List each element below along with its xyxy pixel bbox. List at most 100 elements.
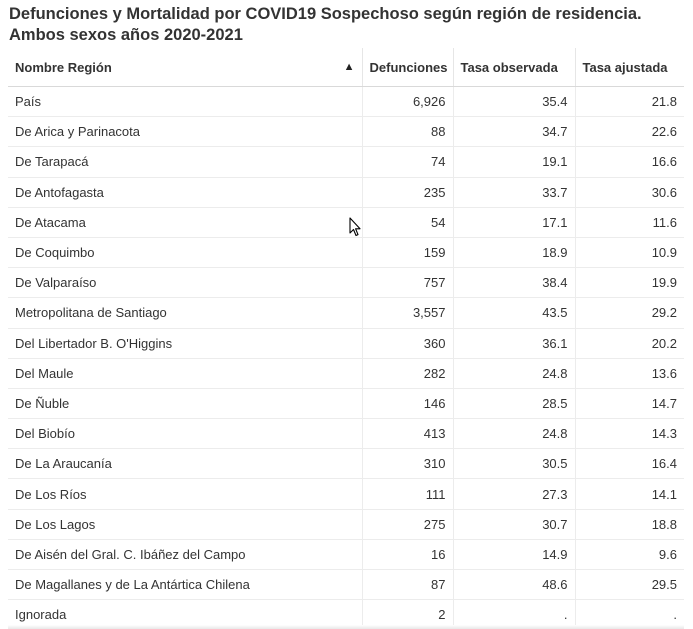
table-row[interactable]: De Los Ríos 111 27.3 14.1 [8,478,684,510]
cell-tasa-observada: 48.6 [453,569,576,601]
cell-region: De Arica y Parinacota [8,116,363,148]
column-header-label: Nombre Región [15,59,112,75]
table-row[interactable]: Del Maule 282 24.8 13.6 [8,358,684,389]
table-row[interactable]: De Ñuble 146 28.5 14.7 [8,388,684,420]
cell-tasa-observada: 34.7 [453,116,576,148]
cell-tasa-ajustada: 9.6 [575,539,684,571]
table-row[interactable]: De Tarapacá 74 19.1 16.6 [8,146,684,178]
cell-defunciones: 159 [362,237,454,269]
cell-defunciones: 757 [362,267,454,299]
column-header-defunciones[interactable]: Defunciones [362,48,454,87]
table-row[interactable]: País 6,926 35.4 21.8 [8,86,684,118]
cell-region: De Atacama [8,207,363,238]
cell-defunciones: 111 [362,478,454,510]
cell-defunciones: 6,926 [362,86,454,118]
table-row[interactable]: Metropolitana de Santiago 3,557 43.5 29.2 [8,297,684,329]
cell-tasa-ajustada: 14.1 [575,478,684,510]
cell-region: País [8,86,363,118]
cell-tasa-observada: 28.5 [453,388,576,420]
cell-defunciones: 87 [362,569,454,601]
cell-defunciones: 275 [362,509,454,540]
cell-tasa-observada: 33.7 [453,177,576,208]
table-row[interactable]: De Coquimbo 159 18.9 10.9 [8,237,684,269]
cell-region: De Los Lagos [8,509,363,540]
table-row[interactable]: Ignorada 2.. [8,599,684,629]
cell-tasa-observada: 19.1 [453,146,576,178]
cell-tasa-observada: 36.1 [453,328,576,359]
cell-defunciones: 235 [362,177,454,208]
cell-tasa-ajustada: 30.6 [575,177,684,208]
cell-tasa-ajustada: 11.6 [575,207,684,238]
cell-tasa-observada: 24.8 [453,358,576,389]
cell-defunciones: 282 [362,358,454,389]
table-row[interactable]: De Atacama 54 17.1 11.6 [8,207,684,238]
cell-tasa-ajustada: 16.4 [575,448,684,480]
cell-tasa-observada: 17.1 [453,207,576,238]
cell-tasa-observada: 24.8 [453,418,576,450]
cell-tasa-observada: 27.3 [453,478,576,510]
cell-defunciones: 2 [362,599,454,629]
cell-defunciones: 310 [362,448,454,480]
cell-region: De Coquimbo [8,237,363,269]
table-row[interactable]: De Antofagasta 235 33.7 30.6 [8,177,684,208]
table-row[interactable]: De Magallanes y de La Antártica Chilena 8… [8,569,684,601]
cell-region: Ignorada [8,599,363,629]
cell-region: Del Biobío [8,418,363,450]
cell-tasa-ajustada: 22.6 [575,116,684,148]
table-row[interactable]: De La Araucanía 310 30.5 16.4 [8,448,684,480]
table-row[interactable]: De Arica y Parinacota 88 34.7 22.6 [8,116,684,148]
cell-defunciones: 74 [362,146,454,178]
column-header-tasa-ajustada[interactable]: Tasa ajustada [575,48,684,87]
cell-tasa-observada: 35.4 [453,86,576,118]
cell-region: Metropolitana de Santiago [8,297,363,329]
cell-tasa-observada: 30.5 [453,448,576,480]
table-row[interactable]: De Los Lagos 275 30.7 18.8 [8,509,684,540]
cell-tasa-ajustada: 19.9 [575,267,684,299]
cell-region: De Antofagasta [8,177,363,208]
cell-tasa-observada: 38.4 [453,267,576,299]
cell-defunciones: 88 [362,116,454,148]
table-row[interactable]: Del Biobío 413 24.8 14.3 [8,418,684,450]
cell-tasa-ajustada: 29.2 [575,297,684,329]
cell-tasa-ajustada: 18.8 [575,509,684,540]
cell-defunciones: 360 [362,328,454,359]
table-header-row: Nombre Región ▲ Defunciones Tasa observa… [8,48,684,87]
table-row[interactable]: De Aisén del Gral. C. Ibáñez del Campo 16… [8,539,684,571]
cell-tasa-ajustada: 29.5 [575,569,684,601]
cell-tasa-ajustada: 21.8 [575,86,684,118]
cell-tasa-ajustada: 14.3 [575,418,684,450]
scroll-fade [8,625,684,629]
cell-region: De La Araucanía [8,448,363,480]
cell-region: De Valparaíso [8,267,363,299]
cell-tasa-observada: 30.7 [453,509,576,540]
data-table-container[interactable]: Nombre Región ▲ Defunciones Tasa observa… [8,48,684,629]
cell-region: De Los Ríos [8,478,363,510]
cell-region: De Magallanes y de La Antártica Chilena [8,569,363,601]
column-header-tasa-observada[interactable]: Tasa observada [453,48,576,87]
cell-tasa-observada: 18.9 [453,237,576,269]
column-header-region[interactable]: Nombre Región ▲ [8,48,363,87]
cell-defunciones: 146 [362,388,454,420]
cell-tasa-observada: . [453,599,576,629]
cell-region: Del Maule [8,358,363,389]
cell-tasa-ajustada: 20.2 [575,328,684,359]
sort-ascending-icon[interactable]: ▲ [343,60,355,73]
cell-defunciones: 16 [362,539,454,571]
report-title: Defunciones y Mortalidad por COVID19 Sos… [9,5,642,44]
cell-tasa-observada: 43.5 [453,297,576,329]
data-table: Nombre Región ▲ Defunciones Tasa observa… [8,48,684,629]
cell-tasa-observada: 14.9 [453,539,576,571]
mouse-cursor-icon [349,217,361,237]
cell-tasa-ajustada: 16.6 [575,146,684,178]
cell-region: Del Libertador B. O'Higgins [8,328,363,359]
table-row[interactable]: De Valparaíso 757 38.4 19.9 [8,267,684,299]
cell-tasa-ajustada: 10.9 [575,237,684,269]
cell-defunciones: 3,557 [362,297,454,329]
cell-region: De Tarapacá [8,146,363,178]
cell-defunciones: 54 [362,207,454,238]
cell-region: De Ñuble [8,388,363,420]
cell-defunciones: 413 [362,418,454,450]
table-row[interactable]: Del Libertador B. O'Higgins 360 36.1 20.2 [8,328,684,359]
cell-tasa-ajustada: 13.6 [575,358,684,389]
cell-tasa-ajustada: 14.7 [575,388,684,420]
